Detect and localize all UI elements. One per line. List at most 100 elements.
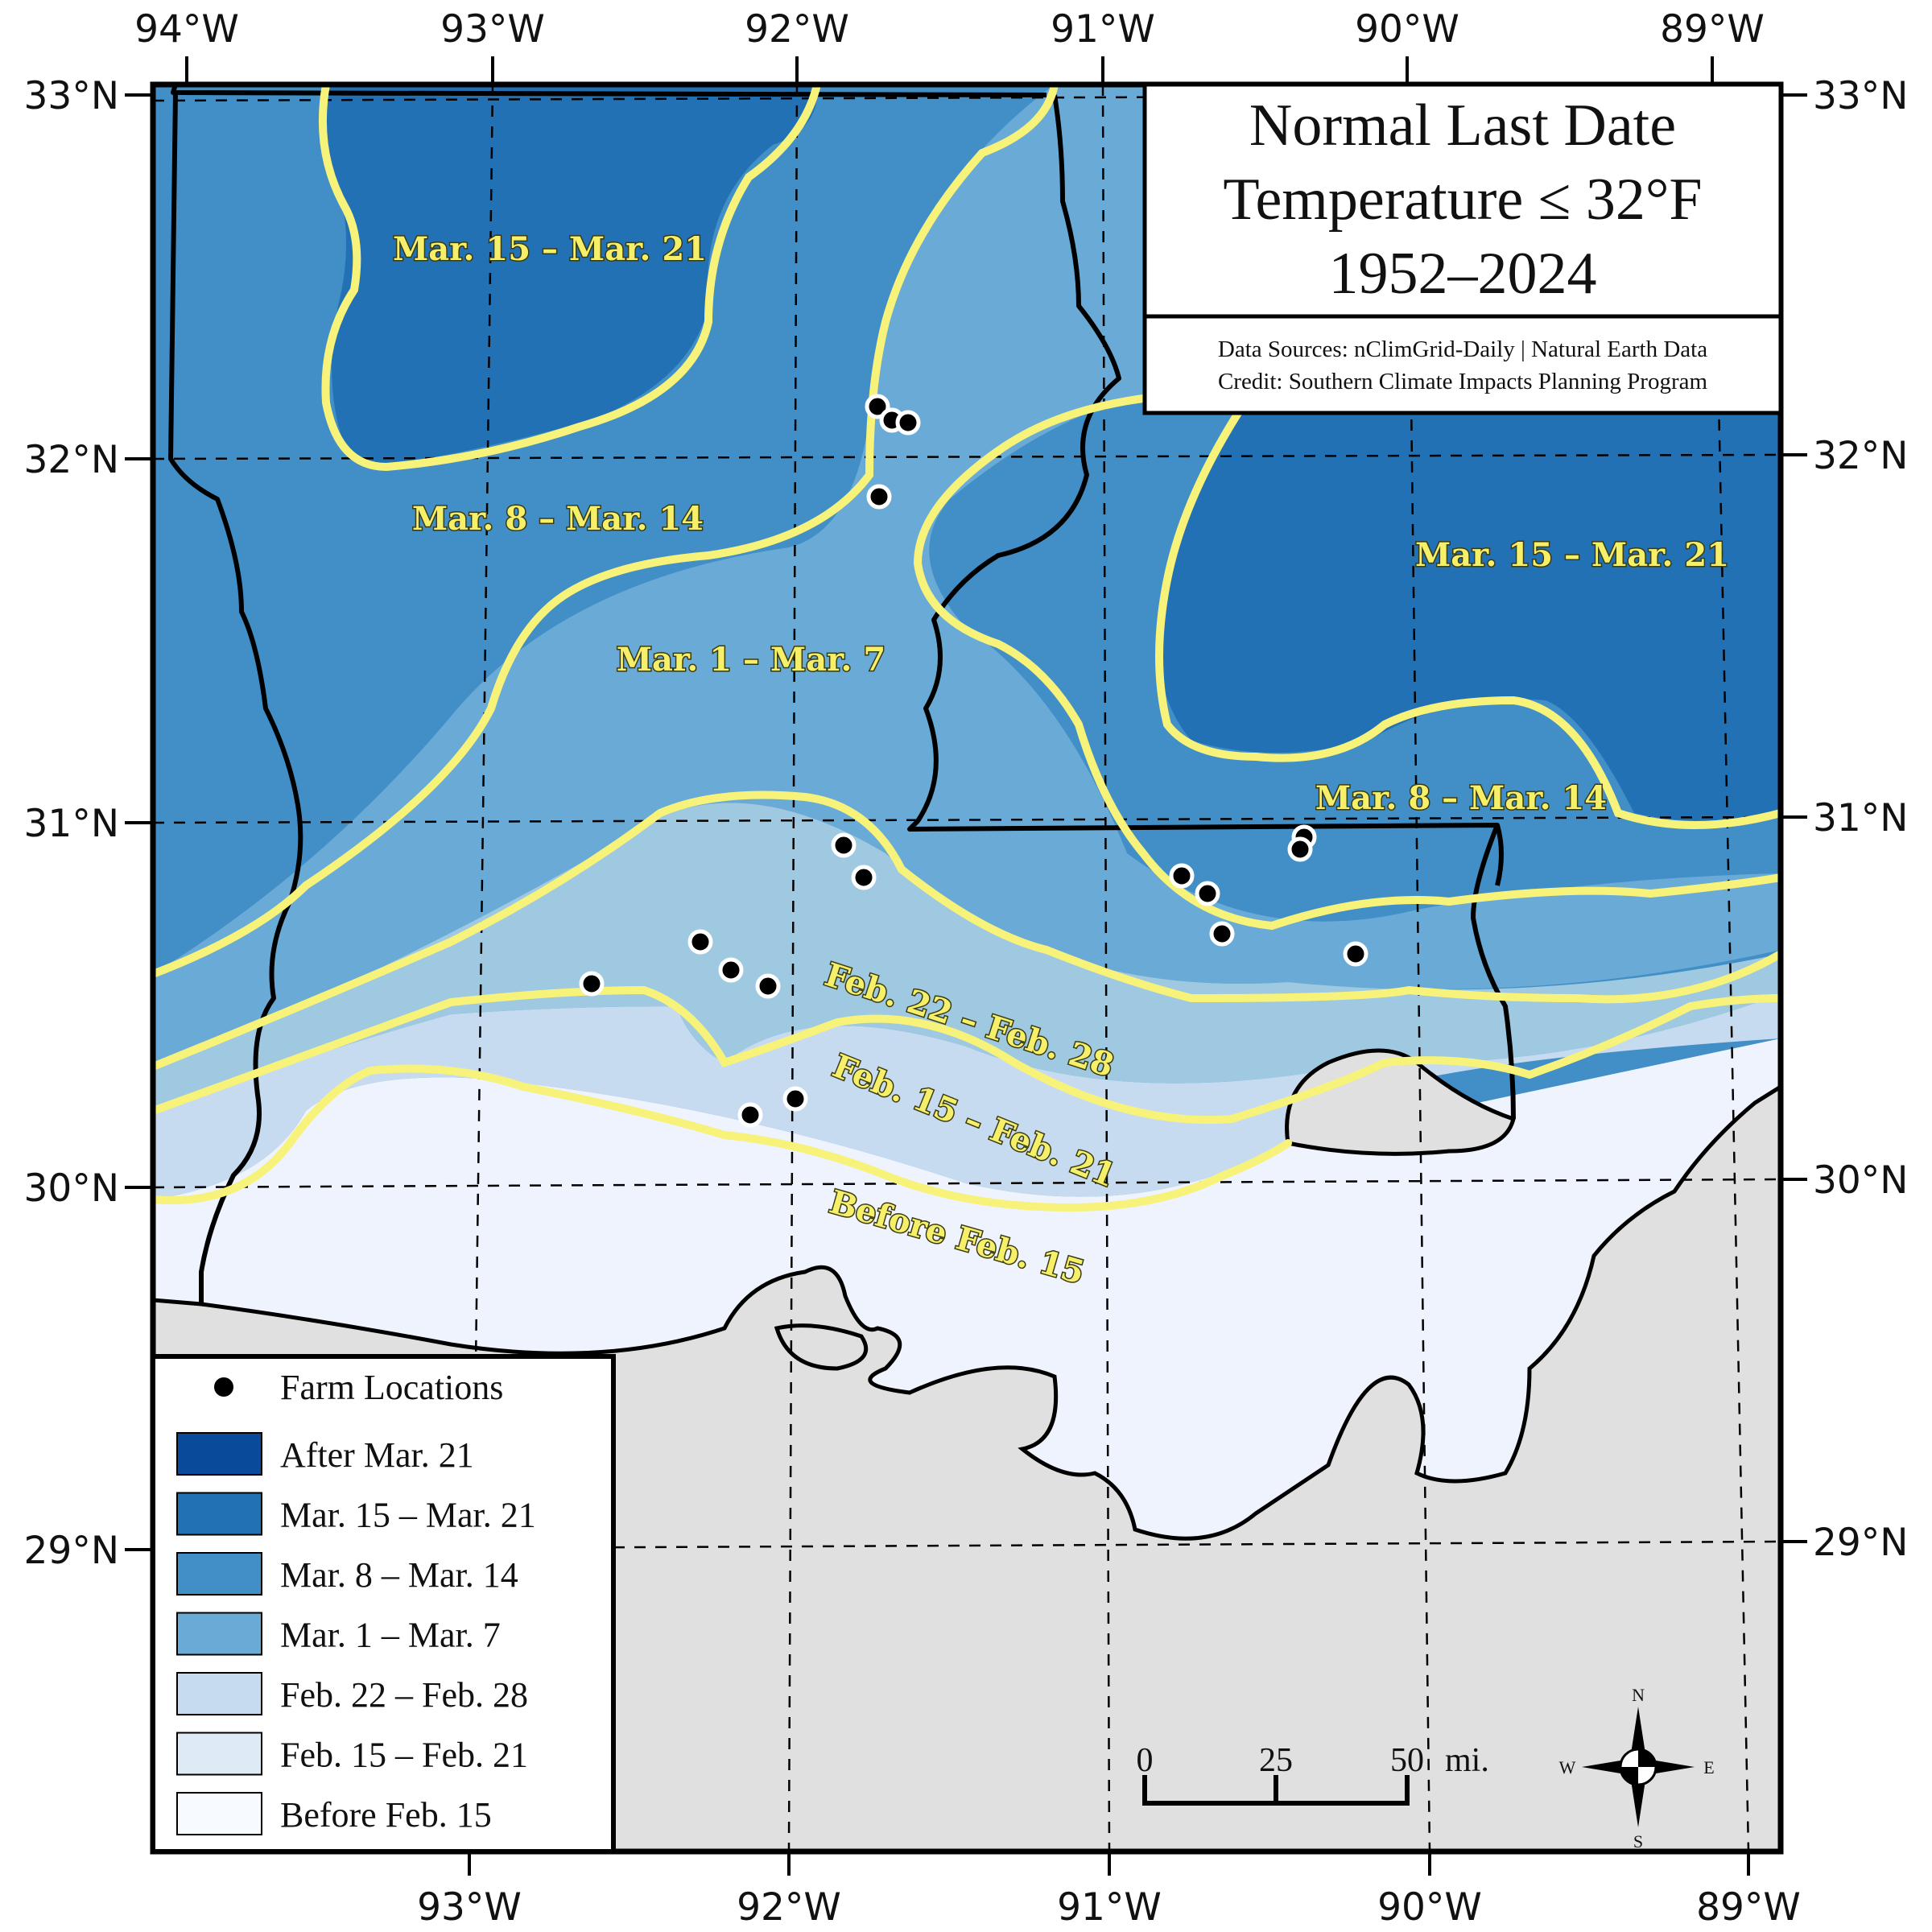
farm-point xyxy=(1209,921,1235,947)
isoline-label: Mar. 8 – Mar. 14 xyxy=(1315,779,1607,817)
legend-label: Before Feb. 15 xyxy=(280,1795,492,1835)
farm-point xyxy=(866,484,892,510)
bottom-tick-label: 91°W xyxy=(1057,1885,1162,1930)
farm-point xyxy=(687,929,713,955)
farm-point xyxy=(1195,881,1220,906)
right-axis-labels: 33°N 32°N 31°N 30°N 29°N xyxy=(1813,74,1908,1565)
farm-point xyxy=(1343,941,1368,967)
axis-ticks xyxy=(125,56,1807,1876)
isoline-mar1 xyxy=(153,791,1781,1071)
farm-point xyxy=(718,957,744,983)
left-tick-label: 29°N xyxy=(24,1529,119,1573)
isoline-label: Mar. 15 – Mar. 21 xyxy=(393,230,707,268)
compass-w: W xyxy=(1559,1757,1576,1777)
legend: Farm Locations After Mar. 21 Mar. 15 – Ma… xyxy=(151,1354,616,1854)
legend-swatch xyxy=(176,1732,262,1776)
isoline-ne-mar15 xyxy=(1155,407,1781,829)
left-tick-label: 33°N xyxy=(24,74,119,118)
farm-point xyxy=(755,973,781,999)
farm-point xyxy=(831,832,857,858)
legend-label: Feb. 22 – Feb. 28 xyxy=(280,1675,528,1715)
farm-legend-symbol xyxy=(214,1377,233,1397)
zone-feb15-feb21 xyxy=(153,994,1781,1199)
isoline-label: Mar. 15 – Mar. 21 xyxy=(1415,536,1729,574)
top-tick-label: 90°W xyxy=(1355,7,1459,52)
isolines xyxy=(153,85,1781,1212)
map-title-line1: Normal Last Date xyxy=(1249,93,1676,159)
bottom-tick-label: 93°W xyxy=(417,1885,522,1930)
left-tick-label: 32°N xyxy=(24,438,119,482)
farm-point xyxy=(579,971,605,997)
scale-bar: 0 25 50 mi. xyxy=(1137,1742,1489,1806)
compass-e: E xyxy=(1703,1757,1714,1777)
legend-label: After Mar. 21 xyxy=(280,1435,474,1475)
legend-swatch xyxy=(176,1792,262,1835)
legend-label: Feb. 15 – Feb. 21 xyxy=(280,1736,528,1775)
legend-swatch xyxy=(176,1552,262,1596)
bottom-axis-labels: 93°W 92°W 91°W 90°W 89°W xyxy=(417,1885,1801,1930)
right-tick-label: 32°N xyxy=(1813,434,1908,478)
sources-box: Data Sources: nClimGrid-Daily | Natural … xyxy=(1142,314,1783,415)
legend-farm-label: Farm Locations xyxy=(280,1368,503,1407)
right-tick-label: 33°N xyxy=(1813,74,1908,118)
top-axis-labels: 94°W 93°W 92°W 91°W 90°W 89°W xyxy=(134,7,1765,52)
zone-mar1-mar7 xyxy=(153,85,1781,1071)
texas-louisiana-border xyxy=(168,92,303,1304)
legend-swatch xyxy=(176,1432,262,1476)
scale-label-0: 0 xyxy=(1137,1742,1154,1779)
legend-swatch xyxy=(176,1612,262,1656)
isoline-feb22 xyxy=(153,985,1781,1125)
top-tick-label: 91°W xyxy=(1051,7,1155,52)
farm-point xyxy=(782,1086,808,1112)
map-frame xyxy=(150,81,1784,1855)
legend-label: Mar. 1 – Mar. 7 xyxy=(280,1616,501,1655)
scale-label-25: 25 xyxy=(1259,1742,1293,1779)
credit-text: Credit: Southern Climate Impacts Plannin… xyxy=(1218,369,1708,394)
data-sources-text: Data Sources: nClimGrid-Daily | Natural … xyxy=(1218,336,1707,362)
map-title-line3: 1952–2024 xyxy=(1329,241,1597,307)
compass-rose-icon: N S E W xyxy=(1559,1685,1715,1852)
left-tick-label: 30°N xyxy=(24,1166,119,1211)
bottom-tick-label: 90°W xyxy=(1377,1885,1482,1930)
top-tick-label: 89°W xyxy=(1660,7,1765,52)
isoline-feb15 xyxy=(153,1064,1292,1212)
farm-point xyxy=(851,865,877,890)
isoline-nw-mar15 xyxy=(318,85,821,472)
left-axis-labels: 33°N 32°N 31°N 30°N 29°N xyxy=(24,74,119,1573)
farm-point xyxy=(737,1102,763,1128)
right-tick-label: 29°N xyxy=(1813,1521,1908,1565)
legend-label: Mar. 8 – Mar. 14 xyxy=(280,1555,518,1595)
farm-locations xyxy=(579,394,1368,1128)
legend-swatch xyxy=(176,1672,262,1715)
farm-point xyxy=(895,410,921,436)
map-title-line2: Temperature ≤ 32°F xyxy=(1223,167,1702,233)
top-tick-label: 94°W xyxy=(134,7,239,52)
bottom-tick-label: 89°W xyxy=(1696,1885,1801,1930)
right-tick-label: 31°N xyxy=(1813,796,1908,840)
bottom-tick-label: 92°W xyxy=(737,1885,841,1930)
legend-label: Mar. 15 – Mar. 21 xyxy=(280,1496,536,1535)
scale-label-50: 50 xyxy=(1390,1742,1424,1779)
isoline-label: Mar. 8 – Mar. 14 xyxy=(412,500,704,538)
farm-point xyxy=(1287,836,1313,862)
left-tick-label: 31°N xyxy=(24,802,119,846)
title-box: Normal Last Date Temperature ≤ 32°F 1952… xyxy=(1142,82,1783,319)
vermilion-bay xyxy=(774,1323,869,1371)
top-tick-label: 92°W xyxy=(745,7,849,52)
legend-items: After Mar. 21 Mar. 15 – Mar. 21 Mar. 8 – M… xyxy=(176,1432,536,1835)
legend-swatch xyxy=(176,1492,262,1536)
right-tick-label: 30°N xyxy=(1813,1158,1908,1203)
zone-mar15-mar21-nw xyxy=(324,85,818,467)
farm-point xyxy=(865,394,890,419)
mississippi-river-border xyxy=(907,94,1516,1120)
isoline-label: Mar. 1 – Mar. 7 xyxy=(617,641,886,679)
zone-mar15-mar21-ne xyxy=(1157,415,1781,821)
isoline-ne-mar8 xyxy=(913,394,1781,931)
compass-n: N xyxy=(1632,1685,1645,1705)
top-tick-label: 93°W xyxy=(440,7,545,52)
scale-unit: mi. xyxy=(1445,1742,1489,1779)
isoline-mar8 xyxy=(153,85,1059,978)
pearl-river-border xyxy=(1495,824,1504,886)
farm-point xyxy=(1169,863,1195,889)
